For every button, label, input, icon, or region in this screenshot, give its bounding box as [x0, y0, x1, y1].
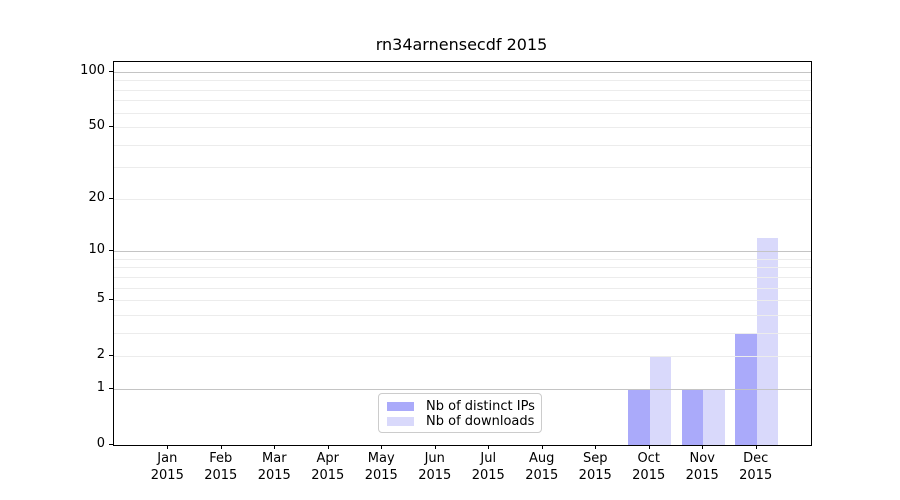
gridline-minor — [114, 198, 811, 200]
y-tick-mark — [109, 70, 113, 72]
gridline-minor — [114, 80, 811, 82]
y-tick-label: 0 — [96, 436, 105, 451]
x-tick-label: Dec 2015 — [739, 451, 773, 483]
bar-nb-of-distinct-ips-nov — [681, 388, 704, 445]
x-tick-label: May 2015 — [364, 451, 398, 483]
x-tick-label: Jan 2015 — [150, 451, 184, 483]
x-tick-mark — [220, 445, 222, 449]
gridline-minor — [114, 314, 811, 316]
gridline-minor — [114, 332, 811, 334]
legend-swatch-distinct-ips — [387, 402, 414, 411]
bar-nb-of-downloads-oct — [649, 356, 672, 445]
y-tick-label: 1 — [96, 379, 105, 395]
gridline-minor — [114, 127, 811, 129]
y-tick-mark — [109, 299, 113, 301]
y-tick-label: 50 — [88, 118, 105, 134]
x-tick-label: Feb 2015 — [204, 451, 238, 483]
gridline-minor — [114, 267, 811, 269]
x-tick-label: Nov 2015 — [685, 451, 719, 483]
legend-label: Nb of distinct IPs — [426, 399, 535, 414]
x-tick-label: Apr 2015 — [311, 451, 345, 483]
gridline-minor — [114, 167, 811, 169]
x-tick-mark — [595, 445, 597, 449]
gridline-minor — [114, 100, 811, 102]
y-tick-label: 2 — [96, 347, 105, 363]
gridline-major — [114, 251, 811, 253]
y-tick-label: 5 — [96, 291, 105, 307]
gridline-minor — [114, 144, 811, 146]
y-tick-label: 100 — [80, 62, 105, 78]
x-tick-mark — [541, 445, 543, 449]
y-tick-label: 20 — [88, 189, 105, 205]
gridline-major — [114, 388, 811, 390]
x-tick-label: Sep 2015 — [578, 451, 612, 483]
y-tick-mark — [109, 444, 113, 445]
x-tick-mark — [167, 445, 169, 449]
x-tick-mark — [274, 445, 276, 449]
legend-label: Nb of downloads — [426, 414, 535, 429]
x-tick-mark — [488, 445, 490, 449]
y-tick-mark — [109, 355, 113, 357]
gridline-minor — [114, 287, 811, 289]
chart-title: rn34arnensecdf 2015 — [375, 35, 548, 54]
plot-area — [113, 61, 812, 446]
legend-item-downloads: Nb of downloads — [387, 414, 535, 429]
y-tick-mark — [109, 387, 113, 389]
legend-item-distinct-ips: Nb of distinct IPs — [387, 399, 535, 414]
x-tick-mark — [755, 445, 757, 449]
gridline-minor — [114, 300, 811, 302]
gridline-minor — [114, 356, 811, 358]
gridline-minor — [114, 112, 811, 114]
x-tick-mark — [648, 445, 650, 449]
x-tick-label: Aug 2015 — [525, 451, 559, 483]
gridline-major — [114, 71, 811, 73]
legend: Nb of distinct IPs Nb of downloads — [378, 393, 542, 433]
x-tick-label: Jun 2015 — [418, 451, 452, 483]
x-tick-label: Jul 2015 — [471, 451, 505, 483]
x-tick-label: Oct 2015 — [632, 451, 666, 483]
gridline-minor — [114, 276, 811, 278]
legend-swatch-downloads — [387, 417, 414, 426]
x-tick-mark — [327, 445, 329, 449]
y-tick-mark — [109, 250, 113, 252]
y-tick-mark — [109, 126, 113, 128]
x-tick-label: Mar 2015 — [257, 451, 291, 483]
x-tick-mark — [702, 445, 704, 449]
y-tick-mark — [109, 197, 113, 199]
bar-nb-of-downloads-dec — [756, 237, 779, 445]
x-tick-mark — [381, 445, 383, 449]
gridline-minor — [114, 258, 811, 260]
y-tick-label: 10 — [88, 242, 105, 258]
gridline-minor — [114, 89, 811, 91]
x-tick-mark — [434, 445, 436, 449]
bar-nb-of-distinct-ips-oct — [628, 388, 650, 445]
bar-nb-of-downloads-nov — [703, 388, 725, 445]
